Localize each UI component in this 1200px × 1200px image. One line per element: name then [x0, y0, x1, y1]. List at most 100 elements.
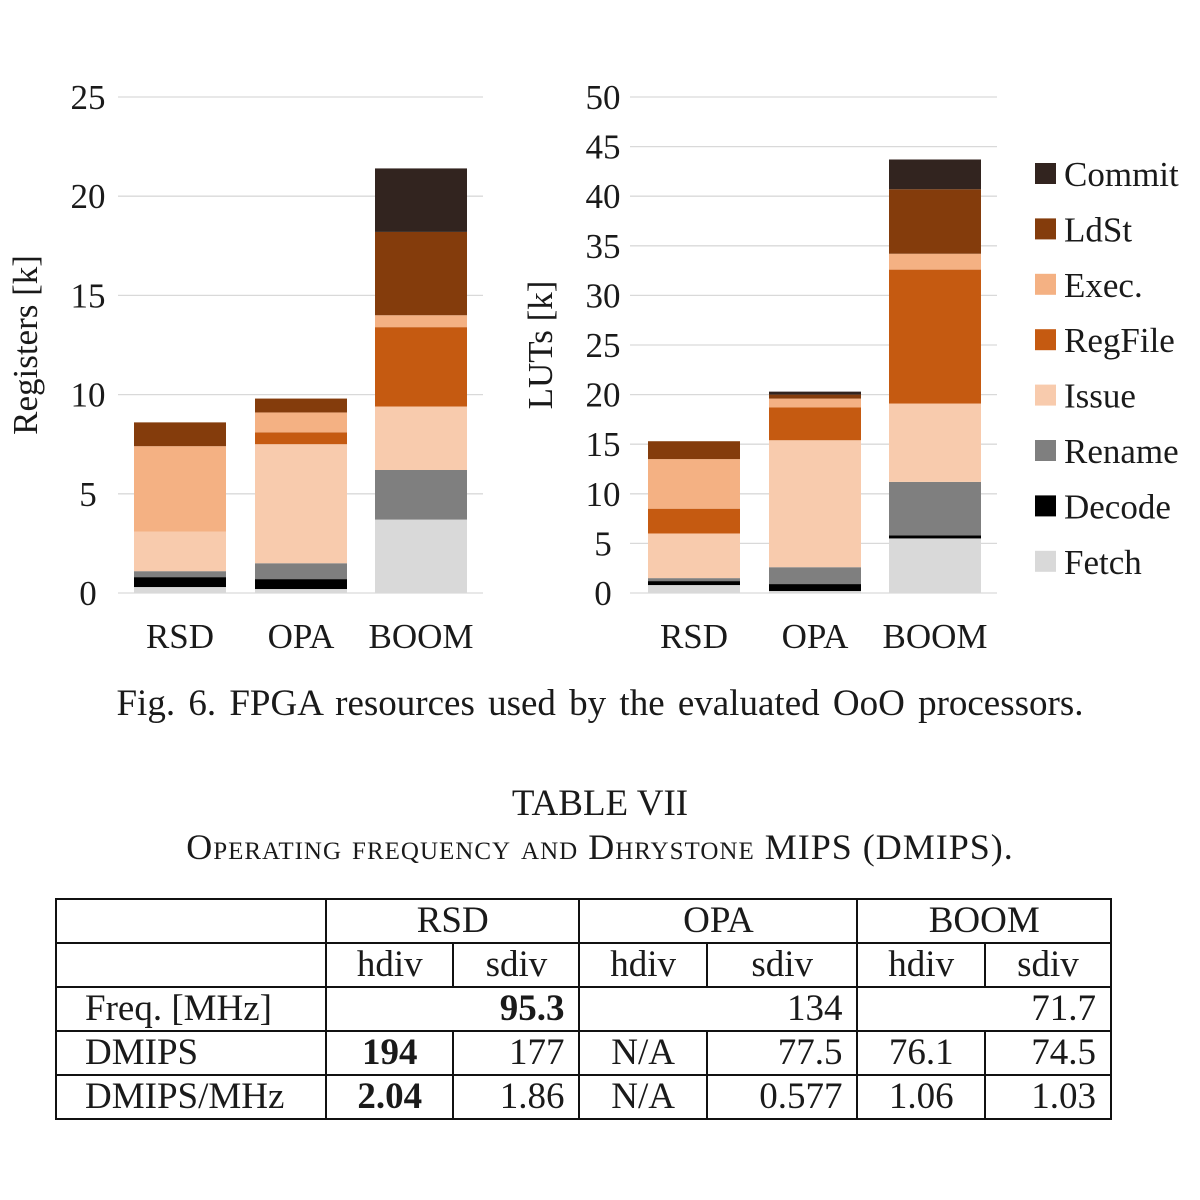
group-header-opa: OPA	[578, 898, 859, 944]
bar-segment-rsd-decode	[134, 577, 226, 588]
bar-segment-opa-fetch	[769, 591, 861, 593]
y-tick-label: 15	[71, 276, 106, 315]
x-tick-label-boom: BOOM	[882, 617, 987, 656]
legend-label-rename: Rename	[1064, 432, 1179, 471]
bar-segment-boom-rename	[375, 469, 467, 520]
y-tick-label: 0	[79, 574, 97, 613]
legend-swatch-decode	[1035, 495, 1056, 517]
bar-segment-boom-rename	[889, 481, 981, 536]
bar-segment-boom-commit	[375, 168, 467, 232]
y-tick-label: 25	[586, 326, 621, 365]
legend-label-ldst: LdSt	[1064, 210, 1132, 249]
x-tick-label-rsd: RSD	[660, 617, 728, 656]
y-tick-label: 20	[71, 177, 106, 216]
table-corner-cell	[55, 898, 327, 944]
cell-freq-rsd: 95.3	[324, 986, 581, 1032]
cell-dmipsmhz-rsd-hdiv: 2.04	[324, 1074, 455, 1120]
bar-segment-rsd-decode	[648, 581, 740, 586]
y-tick-label: 50	[586, 78, 621, 117]
bar-segment-boom-fetch	[375, 519, 467, 593]
bar-segment-boom-commit	[889, 159, 981, 190]
cell-dmipsmhz-boom-sdiv: 1.03	[983, 1074, 1113, 1120]
bar-segment-rsd-fetch	[648, 585, 740, 593]
bar-segment-rsd-exec	[134, 446, 226, 532]
y-tick-label: 5	[594, 524, 612, 563]
subheader-boom-hdiv: hdiv	[856, 942, 986, 988]
subheader-opa-sdiv: sdiv	[705, 942, 859, 988]
legend-label-regfile: RegFile	[1064, 321, 1175, 360]
x-tick-label-opa: OPA	[268, 617, 336, 656]
y-tick-label: 45	[586, 128, 621, 167]
cell-dmipsmhz-rsd-sdiv: 1.86	[452, 1074, 581, 1120]
bar-segment-boom-exec	[375, 315, 467, 328]
bar-segment-boom-fetch	[889, 538, 981, 593]
bar-segment-opa-issue	[769, 440, 861, 568]
y-tick-label: 20	[586, 376, 621, 415]
cell-dmips-boom-hdiv: 76.1	[856, 1030, 986, 1076]
bar-segment-rsd-regfile	[648, 508, 740, 534]
y-tick-label: 25	[71, 78, 106, 117]
x-tick-label-rsd: RSD	[146, 617, 214, 656]
cell-dmips-opa-sdiv: 77.5	[705, 1030, 859, 1076]
bar-segment-boom-exec	[889, 253, 981, 270]
table-row-dmips-per-mhz: DMIPS/MHz 2.04 1.86 N/A 0.577 1.06 1.03	[55, 1074, 1113, 1120]
cell-dmips-rsd-hdiv: 194	[324, 1030, 455, 1076]
bar-segment-opa-ldst	[769, 394, 861, 399]
bar-segment-boom-regfile	[375, 327, 467, 407]
x-tick-label-boom: BOOM	[368, 617, 473, 656]
legend-swatch-rename	[1035, 440, 1056, 461]
chart-legend: Commit LdSt Exec. RegFile Issue Rename Decode F…	[1035, 155, 1179, 582]
legend-label-commit: Commit	[1064, 155, 1179, 194]
bar-segment-boom-regfile	[889, 269, 981, 404]
bar-segment-rsd-rename	[134, 571, 226, 578]
bar-segment-opa-ldst	[255, 398, 347, 413]
bar-segment-rsd-rename	[648, 578, 740, 582]
y-tick-label: 0	[594, 574, 612, 613]
y-tick-label: 30	[586, 276, 621, 315]
legend-swatch-regfile	[1035, 329, 1056, 351]
bar-segment-rsd-issue	[648, 533, 740, 579]
subheader-rsd-hdiv: hdiv	[324, 942, 455, 988]
legend-label-fetch: Fetch	[1064, 543, 1142, 582]
bar-segment-boom-ldst	[889, 189, 981, 254]
subheader-opa-hdiv: hdiv	[578, 942, 708, 988]
bar-segment-opa-rename	[769, 567, 861, 585]
y-axis-label: Registers [k]	[6, 255, 45, 435]
legend-label-issue: Issue	[1064, 377, 1136, 416]
bar-segment-boom-decode	[889, 535, 981, 539]
y-tick-label: 35	[586, 227, 621, 266]
bar-segment-opa-rename	[255, 563, 347, 580]
cell-dmips-boom-sdiv: 74.5	[983, 1030, 1113, 1076]
table-corner-cell	[55, 942, 327, 988]
y-tick-label: 40	[586, 177, 621, 216]
table-title: TABLE VII	[511, 783, 689, 824]
bar-segment-boom-issue	[375, 406, 467, 470]
bar-segment-rsd-fetch	[134, 587, 226, 593]
cell-freq-opa: 134	[578, 986, 859, 1032]
bar-segment-boom-issue	[889, 403, 981, 482]
row-label-freq: Freq. [MHz]	[55, 986, 327, 1032]
legend-swatch-commit	[1035, 163, 1056, 184]
bar-segment-opa-exec	[255, 412, 347, 433]
y-tick-label: 10	[586, 475, 621, 514]
group-header-boom: BOOM	[856, 898, 1112, 944]
bar-segment-boom-ldst	[375, 231, 467, 316]
bar-segment-opa-fetch	[255, 589, 347, 593]
table-subtitle: Operating frequency and Dhrystone MIPS (…	[186, 827, 1014, 867]
bar-segment-rsd-issue	[134, 531, 226, 572]
y-axis-label: LUTs [k]	[521, 281, 560, 410]
legend-swatch-exec	[1035, 273, 1056, 295]
bar-segment-rsd-exec	[648, 459, 740, 509]
y-tick-label: 5	[79, 475, 97, 514]
table-subheader-row: hdiv sdiv hdiv sdiv hdiv sdiv	[55, 942, 1113, 988]
bar-segment-rsd-ldst	[134, 422, 226, 447]
bar-segment-opa-decode	[769, 584, 861, 592]
table-row-freq: Freq. [MHz] 95.3 134 71.7	[55, 986, 1112, 1032]
cell-dmipsmhz-boom-hdiv: 1.06	[856, 1074, 986, 1120]
cell-dmips-rsd-sdiv: 177	[452, 1030, 581, 1076]
group-header-rsd: RSD	[324, 898, 581, 944]
bar-segment-rsd-ldst	[648, 441, 740, 460]
figure-caption: Fig. 6. FPGA resources used by the evalu…	[116, 683, 1084, 724]
legend-label-exec: Exec.	[1064, 266, 1143, 305]
legend-swatch-issue	[1035, 384, 1056, 406]
